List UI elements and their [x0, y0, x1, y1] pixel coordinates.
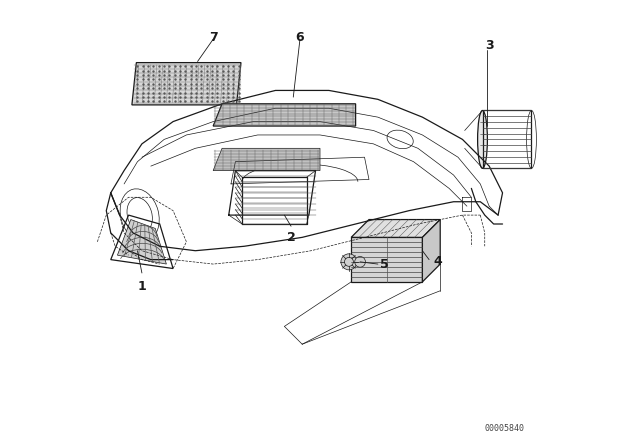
- Polygon shape: [351, 237, 422, 282]
- Ellipse shape: [477, 111, 488, 168]
- Text: 00005840: 00005840: [485, 424, 525, 433]
- Polygon shape: [132, 63, 241, 105]
- Polygon shape: [117, 220, 166, 264]
- Text: 7: 7: [209, 30, 218, 43]
- Text: 4: 4: [433, 255, 442, 268]
- Polygon shape: [351, 220, 440, 237]
- Text: 5: 5: [380, 258, 389, 271]
- Text: 6: 6: [296, 30, 304, 43]
- Text: 2: 2: [287, 231, 296, 244]
- Polygon shape: [213, 148, 320, 171]
- Circle shape: [341, 254, 357, 270]
- Polygon shape: [213, 104, 356, 126]
- Text: 3: 3: [485, 39, 493, 52]
- Circle shape: [355, 257, 365, 267]
- Polygon shape: [422, 220, 440, 282]
- Text: 1: 1: [138, 280, 147, 293]
